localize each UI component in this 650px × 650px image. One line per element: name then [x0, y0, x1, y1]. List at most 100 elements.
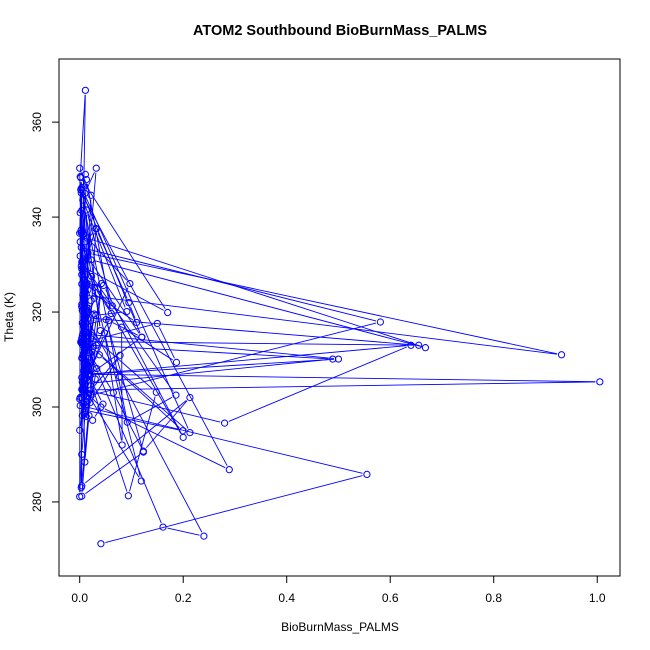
data-point [97, 279, 106, 288]
data-point [79, 351, 87, 359]
data-point [87, 256, 95, 264]
series-segment [84, 277, 110, 303]
plot-frame [58, 58, 621, 577]
series-segment [89, 378, 102, 401]
x-tick-label: 0.4 [278, 591, 295, 605]
series-segment [104, 337, 122, 441]
data-point [80, 410, 88, 418]
series-segment [84, 406, 363, 474]
data-point [79, 196, 87, 204]
data-point [596, 378, 604, 386]
series-segment [79, 362, 83, 394]
series-segment [84, 419, 90, 458]
x-tick-label: 0.8 [485, 591, 502, 605]
x-tick-label: 0.0 [71, 591, 88, 605]
series-segment [91, 335, 154, 390]
y-tick-label: 340 [30, 207, 44, 227]
series-segment [105, 475, 363, 544]
y-tick-label: 280 [30, 492, 44, 512]
data-point [86, 391, 95, 399]
series-segment [112, 322, 138, 336]
data-point [79, 291, 87, 299]
data-point [78, 258, 86, 266]
data-point [81, 170, 89, 178]
data-point [88, 332, 96, 340]
x-axis-label: BioBurnMass_PALMS [281, 620, 399, 634]
data-point [87, 191, 95, 199]
series-segment [86, 341, 415, 346]
series-segment [92, 253, 558, 355]
series-segment [86, 324, 154, 343]
data-point [421, 344, 430, 352]
data-point [407, 341, 415, 349]
series-segment [106, 323, 143, 448]
data-point [334, 355, 343, 363]
series-segment [83, 362, 128, 492]
data-point [92, 164, 100, 172]
series-segment [93, 345, 407, 375]
x-axis: 0.0 0.2 0.4 0.6 0.8 1.0 [71, 575, 606, 605]
data-point [78, 373, 86, 382]
data-point [78, 482, 86, 490]
series-segment [86, 183, 111, 310]
series-segment [91, 291, 134, 321]
data-point [78, 206, 86, 215]
series-segment [87, 295, 558, 355]
data-point [91, 283, 99, 291]
data-point [108, 302, 116, 310]
series-segment [228, 346, 407, 422]
data-point [79, 294, 87, 302]
data-point [172, 358, 181, 366]
data-point [137, 477, 145, 485]
data-point [82, 282, 90, 290]
data-point [78, 319, 86, 327]
series-segment [129, 396, 156, 492]
series-segment [130, 306, 136, 319]
data-point [99, 281, 108, 290]
series-segment [131, 396, 173, 421]
data-point [159, 523, 167, 531]
data-point [77, 226, 85, 234]
data-point [80, 408, 88, 416]
data-point [76, 493, 84, 501]
y-tick-label: 320 [30, 302, 44, 322]
data-point [76, 393, 84, 402]
data-point [77, 174, 85, 182]
data-point [81, 374, 89, 382]
data-point [78, 280, 86, 288]
data-point [123, 418, 131, 426]
data-point [77, 189, 85, 197]
series-segment [100, 311, 123, 316]
data-point [118, 323, 126, 331]
data-point [172, 391, 180, 399]
data-point [79, 400, 87, 408]
data-point [81, 238, 89, 246]
data-point [125, 298, 133, 307]
y-tick-label: 300 [30, 397, 44, 417]
data-point [81, 314, 89, 322]
data-point [97, 403, 105, 411]
series-segment [82, 196, 228, 466]
series-segment [80, 237, 141, 477]
series-segment [158, 327, 175, 359]
data-point [78, 450, 86, 459]
series-segment [114, 396, 142, 448]
data-point [118, 441, 126, 449]
data-point [91, 375, 99, 383]
x-tick-label: 1.0 [589, 591, 606, 605]
data-point [92, 311, 100, 319]
data-point [164, 308, 172, 317]
data-point [84, 286, 92, 294]
data-point [186, 393, 194, 402]
series-segment [83, 204, 127, 418]
series-segment [82, 180, 166, 309]
data-point [79, 337, 87, 346]
data-point [82, 206, 91, 214]
data-series [76, 86, 604, 548]
data-point [76, 426, 84, 434]
series-segment [104, 408, 226, 469]
x-tick-label: 0.6 [382, 591, 399, 605]
data-point [77, 186, 85, 194]
data-point [200, 532, 208, 540]
